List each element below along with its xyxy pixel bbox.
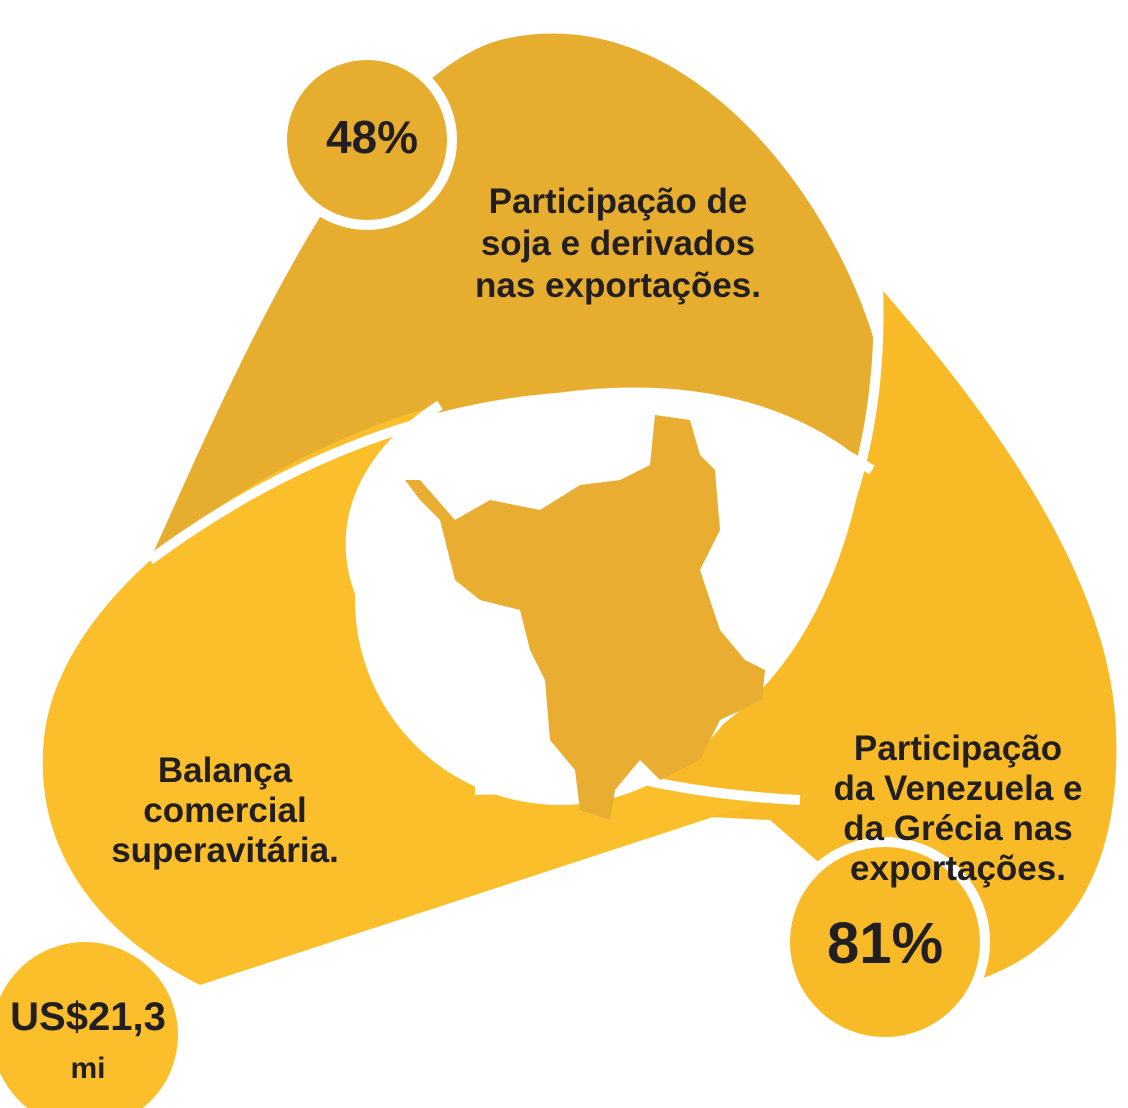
map xyxy=(405,415,765,820)
description: da Grécia nas xyxy=(843,809,1073,848)
stat-circle xyxy=(780,837,990,1047)
stat: 81% xyxy=(827,911,943,976)
stat-circle xyxy=(0,932,188,1108)
description: da Venezuela e xyxy=(833,769,1082,808)
description: exportações. xyxy=(850,849,1066,888)
description: Participação de xyxy=(489,182,748,221)
stat: US$21,3 xyxy=(10,995,166,1039)
petal-top xyxy=(150,33,886,561)
description: nas exportações. xyxy=(475,266,761,305)
stat: 48% xyxy=(326,111,418,163)
description: Participação xyxy=(854,729,1062,768)
description: soja e derivados xyxy=(481,224,755,263)
stat: mi xyxy=(70,1052,105,1085)
description: superavitária. xyxy=(111,831,339,870)
description: Balança xyxy=(158,751,293,790)
stat-circle xyxy=(277,50,457,230)
description: comercial xyxy=(143,791,306,830)
